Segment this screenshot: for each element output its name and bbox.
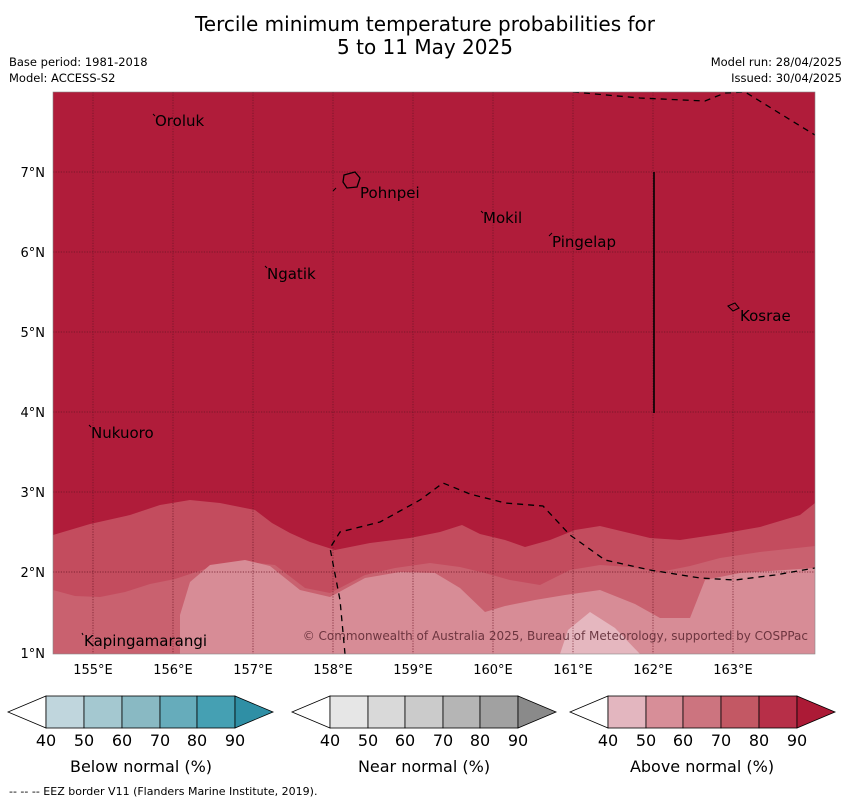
colorbar-below-label: Below normal (%)	[70, 757, 212, 776]
colorbar-near-bin	[367, 695, 406, 729]
lon-label: 159°E	[393, 663, 433, 678]
colorbar-above-bin	[607, 695, 647, 729]
tick-label: 60	[395, 731, 415, 750]
model-run: Model run: 28/04/2025	[710, 55, 842, 69]
latitude-labels: 7°N 6°N 5°N 4°N 3°N 2°N 1°N	[21, 166, 46, 662]
place-kosrae: Kosrae	[740, 307, 791, 325]
colorbar-near-label: Near normal (%)	[358, 757, 490, 776]
tick-label: 40	[598, 731, 618, 750]
atoll-marks	[81, 113, 553, 636]
graticule	[53, 92, 815, 654]
colorbar-above-extend-low	[568, 695, 609, 729]
place-pohnpei: Pohnpei	[360, 184, 420, 202]
colorbar-near-bin	[479, 695, 519, 729]
place-mokil: Mokil	[483, 209, 522, 227]
title-line-1: Tercile minimum temperature probabilitie…	[194, 12, 656, 36]
colorbar-below-bin	[159, 695, 198, 729]
lat-label: 2°N	[21, 566, 46, 581]
place-labels: Oroluk Pohnpei Mokil Pingelap Ngatik Kos…	[84, 112, 791, 650]
colorbar-above-bin	[682, 695, 722, 729]
colorbar-above-extend-high	[796, 695, 837, 729]
tick-label: 50	[636, 731, 656, 750]
colorbar-near-bin	[442, 695, 481, 729]
copyright-text: © Commonwealth of Australia 2025, Bureau…	[303, 629, 808, 643]
tick-label: 70	[711, 731, 731, 750]
place-ngatik: Ngatik	[267, 265, 316, 283]
tick-label: 50	[358, 731, 378, 750]
lon-label: 155°E	[73, 663, 113, 678]
colorbar-below-bin	[83, 695, 123, 729]
longitude-labels: 155°E 156°E 157°E 158°E 159°E 160°E 161°…	[73, 663, 753, 678]
lon-label: 156°E	[153, 663, 193, 678]
band-above-50-60	[180, 560, 815, 654]
lat-label: 7°N	[21, 166, 46, 181]
lon-label: 163°E	[713, 663, 753, 678]
colorbar-below-bin	[121, 695, 161, 729]
colorbar-near-bin	[329, 695, 369, 729]
map-figure: Oroluk Pohnpei Mokil Pingelap Ngatik Kos…	[6, 91, 837, 776]
tick-label: 70	[433, 731, 453, 750]
tick-label: 90	[508, 731, 528, 750]
colorbar-below-extend-low	[6, 695, 47, 729]
colorbar-near-normal: 40 50 60 70 80 90 Near normal (%)	[290, 695, 558, 776]
lon-label: 162°E	[633, 663, 673, 678]
colorbar-above-bin	[758, 695, 798, 729]
tick-label: 60	[673, 731, 693, 750]
tick-label: 80	[749, 731, 769, 750]
meta-left: Base period: 1981-2018 Model: ACCESS-S2	[9, 54, 148, 86]
tick-label: 70	[150, 731, 170, 750]
kosrae-island-outline	[727, 302, 740, 312]
colorbar-near-extend-low	[290, 695, 331, 729]
tick-label: 40	[320, 731, 340, 750]
probability-field	[53, 92, 815, 654]
lon-label: 161°E	[553, 663, 593, 678]
colorbar-below-normal: 40 50 60 70 80 90 Below normal (%)	[6, 695, 275, 776]
lon-label: 160°E	[473, 663, 513, 678]
colorbar-below-extend-high	[234, 695, 275, 729]
eez-footnote: -- -- -- EEZ border V11 (Flanders Marine…	[9, 785, 318, 798]
colorbar-above-label: Above normal (%)	[630, 757, 774, 776]
colorbar-below-bin	[196, 695, 236, 729]
model-name: Model: ACCESS-S2	[9, 71, 116, 85]
tick-label: 90	[787, 731, 807, 750]
base-period: Base period: 1981-2018	[9, 55, 148, 69]
lat-label: 5°N	[21, 326, 46, 341]
colorbar-near-extend-high	[517, 695, 558, 729]
colorbar-above-normal: 40 50 60 70 80 90 Above normal (%)	[568, 695, 837, 776]
tick-label: 90	[225, 731, 245, 750]
place-pingelap: Pingelap	[552, 233, 616, 251]
title-line-2: 5 to 11 May 2025	[337, 35, 513, 59]
lat-label: 4°N	[21, 406, 46, 421]
colorbar-above-bin	[720, 695, 760, 729]
colorbar-below-bin	[45, 695, 85, 729]
band-above-40-50	[560, 612, 640, 654]
tick-label: 60	[112, 731, 132, 750]
colorbar-near-bin	[404, 695, 444, 729]
pohnpei-islet	[332, 187, 337, 192]
pohnpei-island-outline	[342, 171, 361, 189]
lon-label: 157°E	[233, 663, 273, 678]
lat-label: 1°N	[21, 647, 46, 662]
lat-label: 3°N	[21, 486, 46, 501]
colorbar-above-bin	[645, 695, 684, 729]
meta-right: Model run: 28/04/2025 Issued: 30/04/2025	[711, 54, 842, 86]
issued-date: Issued: 30/04/2025	[731, 71, 842, 85]
place-kapingamarangi: Kapingamarangi	[84, 632, 207, 650]
tick-label: 80	[187, 731, 207, 750]
place-nukuoro: Nukuoro	[91, 424, 154, 442]
eez-border	[329, 92, 815, 654]
place-oroluk: Oroluk	[155, 112, 204, 130]
map-title: Tercile minimum temperature probabilitie…	[0, 13, 850, 59]
map-frame	[52, 91, 816, 655]
lon-label: 158°E	[313, 663, 353, 678]
lat-label: 6°N	[21, 246, 46, 261]
tick-label: 40	[36, 731, 56, 750]
tick-label: 80	[470, 731, 490, 750]
tick-label: 50	[74, 731, 94, 750]
